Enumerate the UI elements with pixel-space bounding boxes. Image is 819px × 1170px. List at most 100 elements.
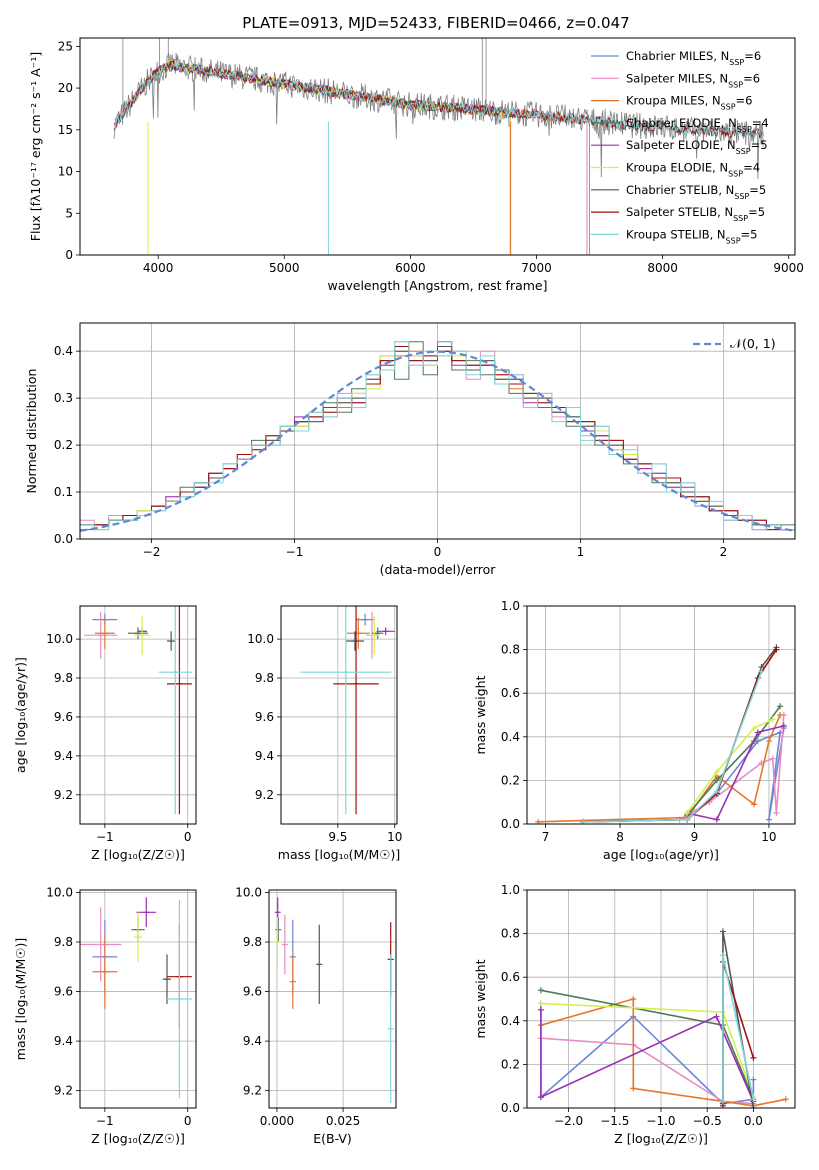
y-tick-label: 0.2: [501, 773, 520, 787]
weight-marker: [713, 788, 720, 795]
weight-marker: [713, 777, 720, 784]
errorbar-point-2: [94, 617, 115, 649]
y-axis-label: mass weight: [473, 675, 488, 754]
weight-marker: [713, 768, 720, 775]
x-tick-label: 9000: [773, 261, 804, 275]
weight-marker: [630, 1085, 637, 1092]
y-tick-label: 9.4: [255, 749, 274, 763]
x-axis-label: (data-model)/error: [380, 562, 497, 577]
errorbar-point-8: [387, 954, 394, 1104]
x-tick-label: 10: [761, 830, 776, 844]
x-tick-label: 0: [434, 545, 442, 559]
weight-series-6: [582, 646, 778, 823]
y-tick-label: 9.4: [54, 1034, 73, 1048]
x-tick-label: 8000: [647, 261, 678, 275]
y-tick-label: 0.6: [501, 970, 520, 984]
axes-frame-spectrum: [79, 37, 796, 256]
errorbar-point-5: [368, 615, 380, 655]
weight-marker: [537, 1000, 544, 1007]
weight-series-1: [679, 714, 785, 821]
y-tick-label: 20: [58, 81, 73, 95]
errorbar-point-7: [167, 606, 192, 815]
y-axis-label: mass [log₁₀(M/M☉)]: [13, 938, 28, 1060]
x-tick-label: −1.5: [600, 1114, 629, 1128]
weight-series-8: [582, 671, 763, 823]
weight-marker: [719, 928, 726, 935]
y-tick-label: 9.6: [54, 710, 73, 724]
errorbar-point-8: [158, 606, 192, 815]
legend-label: Salpeter STELIB, NSSP=5: [626, 205, 765, 223]
errorbar-point-0: [356, 613, 375, 626]
axes-age-vs-Z: −1 0 9.2 9.4 9.6 9.8 10.0 Z [log₁₀(Z/Z☉)] age [l…: [13, 606, 196, 862]
x-axis-label: Z [log₁₀(Z/Z☉)]: [614, 1131, 708, 1146]
errorbar-point-6: [316, 924, 323, 1004]
x-tick-label: 6000: [395, 261, 426, 275]
x-tick-label: 7000: [521, 261, 552, 275]
weight-marker: [777, 703, 784, 710]
axes-weight-vs-age: 7 8 9 10 0.0 0.2 0.4 0.6 0.8 1.0 age [log₁₀(age/yr…: [473, 599, 795, 862]
y-tick-label: 9.4: [243, 1034, 262, 1048]
y-tick-label: 0.0: [501, 817, 520, 831]
y-tick-label: 9.6: [255, 710, 274, 724]
errorbar-point-4: [376, 627, 395, 636]
weight-marker: [751, 801, 758, 808]
x-tick-label: 4000: [143, 261, 174, 275]
weight-marker: [765, 738, 772, 745]
weight-marker: [719, 952, 726, 959]
legend-residuals: 𝒩(0, 1): [693, 336, 776, 351]
weight-marker: [782, 1096, 789, 1103]
axes-spectrum: 4000 5000 6000 7000 8000 9000 0 5 10 15 20 25 wavele…: [28, 38, 804, 293]
legend-label: Kroupa STELIB, NSSP=5: [626, 227, 757, 245]
x-axis-label: E(B-V): [313, 1131, 352, 1146]
weight-series-2: [538, 714, 781, 823]
y-tick-label: 9.2: [54, 1084, 73, 1098]
weight-marker: [754, 729, 761, 736]
errorbar-point-2: [289, 954, 296, 1009]
weight-marker: [750, 1105, 757, 1108]
y-tick-label: 5: [65, 206, 73, 220]
y-tick-label: 0.4: [501, 730, 520, 744]
errorbar-point-4: [136, 897, 157, 928]
y-tick-label: 9.4: [54, 749, 73, 763]
axes-frame-age-vs-mass: [280, 605, 398, 825]
y-tick-label: 10: [58, 165, 73, 179]
weight-marker: [713, 1013, 720, 1020]
weight-marker: [713, 816, 720, 823]
x-tick-label: −2: [143, 545, 161, 559]
weight-marker: [537, 1094, 544, 1101]
y-tick-label: 9.6: [243, 985, 262, 999]
x-tick-label: −0.5: [693, 1114, 722, 1128]
y-tick-label: 0: [65, 248, 73, 262]
weight-marker: [758, 668, 765, 675]
axes-age-vs-mass: 9.5 10 9.2 9.4 9.6 9.8 10.0 mass [log₁₀(M/M☉)]: [247, 606, 402, 862]
x-tick-label: −1: [96, 1114, 114, 1128]
x-axis-label: Z [log₁₀(Z/Z☉)]: [91, 847, 185, 862]
weight-marker: [773, 810, 780, 817]
x-tick-label: 0.0: [744, 1114, 763, 1128]
model-line-7: [113, 59, 764, 139]
errorbar-point-1: [80, 907, 122, 982]
y-tick-label: 0.2: [501, 1057, 520, 1071]
errorbar-point-2: [92, 934, 118, 1009]
errorbar-point-5: [133, 615, 151, 655]
errorbar-point-2: [346, 617, 370, 649]
x-tick-label: 2: [720, 545, 728, 559]
y-tick-label: 10.0: [46, 885, 73, 899]
x-tick-label: 0: [184, 830, 192, 844]
x-axis-label: mass [log₁₀(M/M☉)]: [278, 847, 400, 862]
y-tick-label: 1.0: [501, 883, 520, 897]
axes-frame-residuals: [79, 322, 796, 540]
legend-label: Salpeter MILES, NSSP=6: [626, 71, 760, 89]
weight-marker: [780, 722, 787, 729]
x-tick-label: −1: [286, 545, 304, 559]
y-tick-label: 0.8: [501, 643, 520, 657]
y-tick-label: 10.0: [46, 632, 73, 646]
axes-frame-weight-vs-age: [526, 605, 796, 825]
weight-marker: [751, 725, 758, 732]
y-tick-label: 9.8: [54, 671, 73, 685]
legend-label: 𝒩(0, 1): [730, 336, 776, 351]
y-axis-label: Flux [fλ10⁻¹⁷ erg cm⁻² s⁻¹ A⁻¹]: [28, 52, 43, 241]
legend-label: Chabrier STELIB, NSSP=5: [626, 183, 766, 201]
errorbar-point-1: [281, 914, 288, 975]
